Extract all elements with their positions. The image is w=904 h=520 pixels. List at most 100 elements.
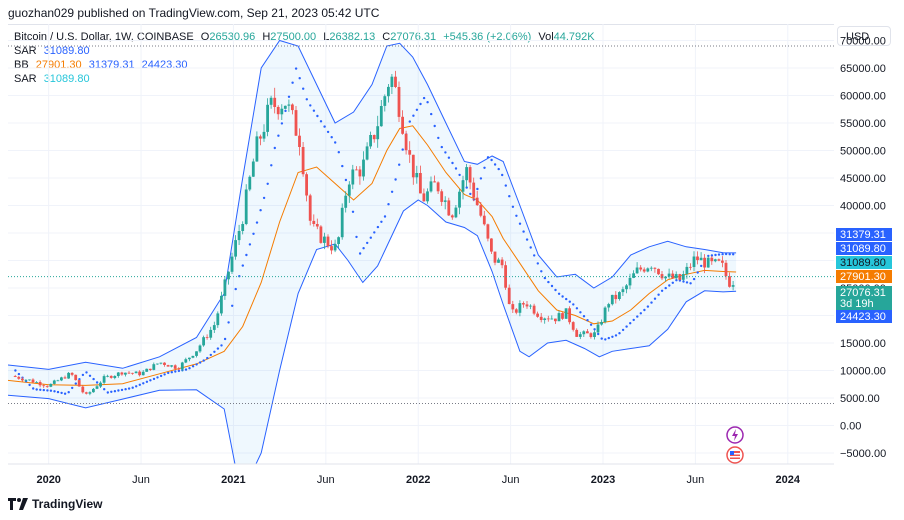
sar-dot	[451, 161, 454, 165]
legend-sar-label: SAR	[14, 45, 37, 57]
candle	[500, 259, 504, 266]
legend-sar2-row[interactable]: SAR 31089.80	[14, 73, 94, 85]
sar-dot	[685, 281, 689, 284]
candle	[230, 256, 234, 272]
candle	[610, 294, 614, 305]
candle	[298, 135, 301, 147]
legend-sar-row[interactable]: SAR 31089.80	[14, 45, 94, 57]
sar-dot	[202, 359, 205, 362]
candle	[241, 224, 245, 231]
candle	[173, 365, 177, 369]
sar-dot	[430, 112, 433, 116]
price-label-countdown: 3d 19h	[840, 298, 874, 310]
currency-button[interactable]: USD	[837, 26, 891, 46]
sar-dot	[646, 305, 650, 308]
sar-dot	[245, 253, 248, 257]
sar-dot	[78, 378, 81, 381]
candle	[504, 265, 507, 288]
candle	[88, 392, 92, 394]
candle	[312, 220, 316, 224]
candle	[411, 154, 415, 178]
sar-dot	[515, 214, 518, 217]
candle	[251, 161, 255, 177]
candle	[109, 375, 113, 378]
sar-dot	[412, 114, 415, 117]
sar-dot	[234, 287, 237, 291]
sar-dot	[593, 328, 596, 331]
candle	[635, 267, 639, 274]
price-label-text: 27076.31	[840, 287, 886, 299]
candle	[38, 382, 42, 386]
sar-dot	[213, 350, 216, 353]
candle	[522, 303, 525, 305]
candle	[593, 332, 596, 337]
candle	[678, 274, 682, 280]
sar-dot	[81, 373, 85, 377]
sar-dot	[103, 388, 106, 391]
candle	[557, 313, 561, 322]
sar-dot	[191, 365, 195, 368]
flag-icon-stripe	[730, 456, 740, 458]
candle	[92, 388, 95, 393]
price-axis-tick: 40000.00	[840, 201, 886, 213]
candle	[721, 260, 724, 263]
sar-dot	[689, 282, 692, 285]
sar-dot	[597, 332, 600, 336]
candle	[84, 392, 88, 394]
candle	[120, 372, 124, 375]
sar-dot	[167, 371, 170, 375]
candle	[603, 307, 607, 322]
sar-dot	[248, 243, 252, 246]
sar-dot	[511, 205, 515, 208]
sar-dot	[309, 104, 312, 107]
candle	[479, 205, 483, 216]
price-label-box	[836, 270, 892, 283]
candle	[724, 262, 728, 277]
flag-icon-canton	[730, 451, 734, 455]
sar-dot	[390, 190, 394, 193]
candle	[116, 372, 120, 376]
sar-dot	[291, 81, 294, 84]
candle	[35, 382, 38, 383]
candle	[294, 110, 298, 136]
sar-dot	[671, 281, 674, 284]
sar-dot	[17, 372, 21, 376]
sar-dot	[469, 192, 472, 196]
candle	[195, 351, 198, 356]
sar-dot	[85, 371, 88, 374]
price-label-text: 27901.30	[840, 271, 886, 283]
candle	[291, 104, 294, 111]
candle	[689, 266, 692, 268]
sar-dot	[486, 156, 490, 159]
candle	[67, 372, 70, 379]
price-axis-tick: 55000.00	[840, 118, 886, 130]
sar-dot	[124, 388, 127, 391]
candle	[415, 173, 419, 178]
sar-dot	[383, 215, 387, 218]
sar-dot	[117, 389, 120, 392]
candle	[56, 380, 60, 382]
candle	[234, 240, 237, 257]
sar-dot	[678, 279, 682, 282]
sar-dot	[639, 312, 642, 315]
candle	[220, 295, 223, 314]
sar-dot	[501, 173, 504, 177]
tradingview-brand[interactable]: TradingView	[8, 497, 102, 511]
sar-dot	[543, 276, 547, 280]
candle	[337, 237, 340, 244]
legend-open-label: O	[200, 31, 210, 43]
sar-dot	[394, 178, 397, 181]
sar-dot	[323, 125, 326, 128]
sar-dot	[476, 187, 479, 191]
sar-dot	[707, 254, 710, 258]
candle	[163, 362, 166, 365]
candle	[266, 104, 269, 132]
sar-dot	[522, 230, 525, 233]
price-label-text: 31379.31	[840, 229, 886, 241]
price-axis-tick: 45000.00	[840, 173, 886, 185]
candle	[358, 169, 362, 177]
candle	[642, 269, 646, 272]
sar-dot	[49, 389, 53, 392]
candle	[205, 337, 209, 338]
